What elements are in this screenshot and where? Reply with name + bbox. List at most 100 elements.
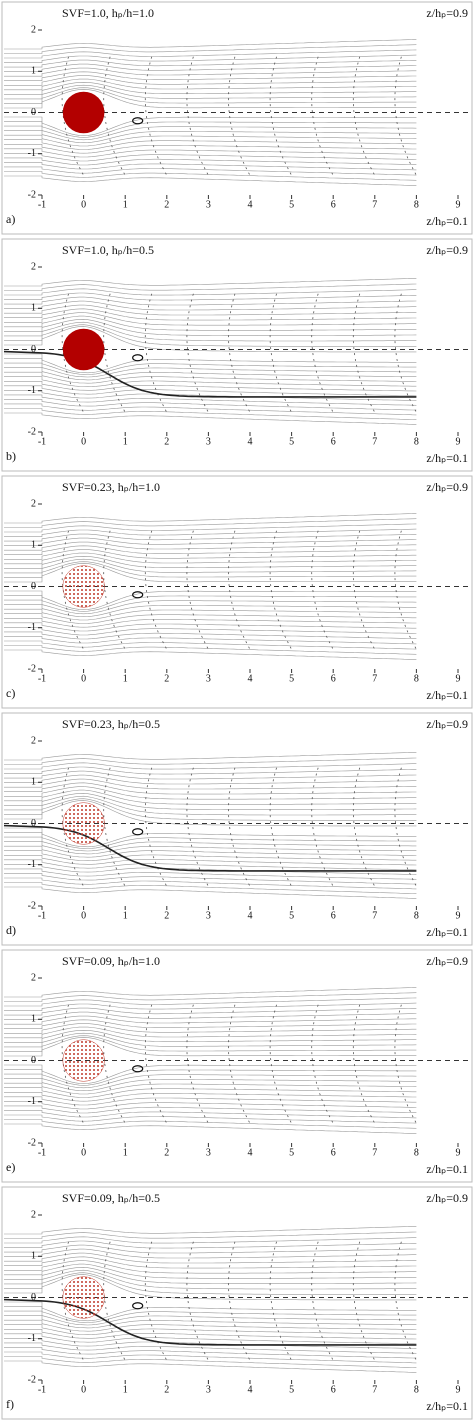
- x-tick-label: 4: [248, 910, 253, 921]
- streamline: [4, 1342, 417, 1354]
- cross-line: [61, 1239, 84, 1360]
- cross-line: [103, 1002, 126, 1123]
- dividing-streamline: [3, 1298, 417, 1346]
- x-tick-label: -1: [38, 910, 46, 921]
- y-tick-label: -1: [28, 622, 36, 633]
- streamline: [4, 886, 417, 899]
- streamline: [4, 1274, 417, 1301]
- streamline: [4, 762, 417, 770]
- x-tick-label: 6: [331, 910, 336, 921]
- panel-title: SVF=0.23, hₚ/h=1.0: [62, 480, 160, 494]
- cross-line: [186, 1239, 209, 1360]
- x-tick-label: 0: [81, 673, 86, 684]
- streamline: [4, 318, 417, 336]
- x-tick-label: 2: [164, 1384, 169, 1395]
- streamline: [4, 385, 417, 397]
- cross-line: [352, 1239, 375, 1360]
- cross-line: [61, 1002, 84, 1123]
- x-tick-label: 1: [123, 1384, 128, 1395]
- cross-line: [186, 1002, 209, 1123]
- streamline: [4, 590, 417, 610]
- streamline: [4, 1226, 417, 1235]
- cross-line: [228, 1239, 250, 1360]
- streamline: [4, 1110, 417, 1119]
- x-tick-label: 1: [123, 673, 128, 684]
- streamline: [4, 552, 417, 565]
- streamline: [4, 381, 417, 392]
- y-tick-label: -2: [28, 1137, 36, 1148]
- streamline: [4, 1263, 417, 1279]
- streamline: [4, 608, 417, 621]
- x-tick-label: 7: [372, 1147, 377, 1158]
- streamline: [4, 59, 417, 68]
- streamline: [4, 315, 417, 331]
- streamline: [4, 1069, 417, 1086]
- streamline: [4, 358, 417, 375]
- patch: [62, 328, 105, 371]
- cross-line: [103, 54, 126, 175]
- streamline: [4, 1082, 417, 1095]
- cross-line: [311, 1239, 334, 1360]
- cross-line: [394, 1239, 417, 1360]
- streamline: [4, 1351, 417, 1364]
- streamline: [4, 636, 417, 645]
- streamline: [4, 868, 417, 880]
- x-tick-label: 3: [206, 910, 211, 921]
- vortex: [132, 1065, 144, 1073]
- streamline: [4, 54, 417, 63]
- streamline: [4, 1236, 417, 1244]
- streamline: [4, 561, 417, 578]
- cross-line: [269, 528, 292, 649]
- streamline: [4, 640, 417, 650]
- cross-line: [144, 528, 167, 649]
- x-tick-label: 5: [289, 673, 294, 684]
- x-tick-label: 3: [206, 436, 211, 447]
- streamline: [4, 171, 417, 181]
- x-tick-label: 5: [289, 436, 294, 447]
- streamline: [4, 627, 417, 636]
- y-tick-label: 0: [31, 107, 36, 118]
- cross-line: [61, 528, 84, 649]
- x-tick-label: 3: [206, 1384, 211, 1395]
- x-tick-label: 8: [414, 199, 419, 210]
- streamline: [4, 49, 417, 59]
- y-tick-label: -2: [28, 189, 36, 200]
- cross-line: [144, 1002, 167, 1123]
- x-tick-label: 1: [123, 910, 128, 921]
- streamline: [4, 1338, 417, 1349]
- streamline: [4, 1114, 417, 1124]
- streamline: [4, 537, 417, 546]
- cross-line: [103, 1239, 126, 1360]
- x-tick-label: 9: [456, 199, 461, 210]
- x-tick-label: 7: [372, 436, 377, 447]
- x-tick-label: 6: [331, 199, 336, 210]
- x-tick-label: 2: [164, 1147, 169, 1158]
- cross-line: [228, 528, 250, 649]
- x-tick-label: 4: [248, 199, 253, 210]
- streamline: [4, 1064, 417, 1084]
- panel-frame: [1, 712, 473, 946]
- cross-line: [103, 765, 126, 886]
- cross-line: [311, 528, 334, 649]
- x-tick-label: 7: [372, 199, 377, 210]
- streamline: [4, 63, 417, 72]
- streamline: [4, 613, 417, 624]
- x-tick-label: 5: [289, 1147, 294, 1158]
- y-tick-label: 2: [31, 735, 36, 746]
- streamline: [4, 1026, 417, 1039]
- streamline: [4, 408, 417, 420]
- streamline: [4, 599, 417, 615]
- y-tick-label: -1: [28, 385, 36, 396]
- streamline: [4, 563, 417, 583]
- x-tick-label: 9: [456, 1384, 461, 1395]
- streamline: [4, 1356, 417, 1368]
- streamline: [4, 89, 417, 109]
- streamline: [4, 288, 417, 296]
- streamline: [4, 1324, 417, 1336]
- x-tick-label: 9: [456, 673, 461, 684]
- x-tick-label: 0: [81, 436, 86, 447]
